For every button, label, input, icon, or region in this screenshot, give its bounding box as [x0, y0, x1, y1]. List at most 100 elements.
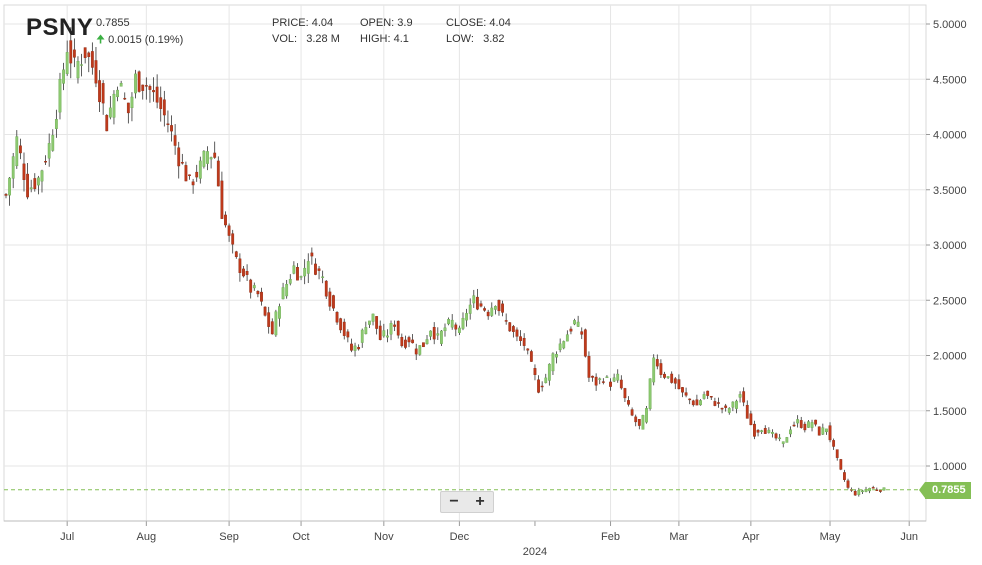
candle-down	[742, 391, 746, 403]
candle-up	[108, 107, 112, 118]
candle-up	[429, 330, 433, 337]
candle-up	[274, 311, 278, 336]
candle-down	[18, 145, 22, 154]
candle-up	[40, 170, 44, 182]
candle-up	[731, 401, 735, 408]
candle-down	[314, 263, 317, 275]
candle-down	[224, 214, 227, 226]
candle-down	[519, 336, 522, 342]
y-tick-label: 3.0000	[933, 240, 967, 252]
candle-down	[515, 329, 519, 337]
candle-up	[771, 432, 774, 434]
candle-down	[817, 426, 821, 436]
candle-down	[691, 400, 695, 406]
candle-up	[443, 327, 447, 332]
candle-up	[76, 61, 80, 79]
candle-down	[414, 348, 418, 355]
candle-down	[587, 355, 591, 378]
candle-down	[137, 71, 141, 92]
candle-up	[821, 427, 825, 435]
candle-down	[684, 392, 688, 396]
candle-down	[745, 404, 749, 419]
candle-up	[472, 295, 476, 304]
candle-down	[422, 342, 425, 348]
candle-down	[256, 291, 260, 295]
candle-up	[285, 284, 289, 297]
candle-down	[475, 296, 479, 310]
candle-down	[188, 174, 191, 176]
candle-down	[486, 311, 490, 317]
candle-up	[699, 400, 702, 406]
candle-up	[457, 327, 461, 333]
candle-down	[637, 419, 641, 426]
candle-up	[547, 363, 551, 381]
candle-up	[206, 151, 209, 164]
candle-up	[29, 187, 33, 190]
zoom-in-button[interactable]: +	[475, 493, 485, 510]
candle-down	[497, 299, 501, 312]
ticker-symbol: PSNY	[26, 14, 94, 41]
candle-down	[673, 378, 677, 384]
x-tick-label: May	[820, 531, 841, 543]
candles	[4, 27, 886, 497]
candle-down	[357, 347, 361, 350]
y-axis: 1.0000 1.5000 2.0000 2.5000 3.0000 3.5000 4.00…	[926, 19, 967, 473]
candle-down	[166, 123, 170, 126]
candle-up	[119, 83, 123, 87]
candle-down	[479, 303, 483, 307]
candle-down	[213, 152, 217, 158]
x-tick-label: 2024	[523, 546, 547, 558]
candle-up	[36, 177, 40, 186]
candle-up	[252, 285, 256, 289]
candle-down	[378, 325, 382, 340]
candle-up	[641, 415, 645, 430]
candle-down	[655, 359, 659, 367]
candle-down	[270, 321, 274, 335]
candle-up	[882, 487, 886, 491]
candle-up	[65, 52, 69, 74]
x-tick-label: Jul	[60, 531, 74, 543]
candle-down	[335, 312, 339, 323]
candle-down	[792, 424, 796, 427]
candle-down	[814, 419, 818, 425]
candle-up	[116, 89, 119, 98]
candle-down	[763, 428, 767, 434]
price-change: 🠉 0.0015 (0.19%)	[96, 31, 183, 50]
candle-down	[144, 85, 148, 87]
open-stat-label: OPEN:	[360, 17, 395, 29]
candle-down	[404, 339, 407, 348]
candle-down	[533, 368, 537, 375]
zoom-out-button[interactable]: −	[449, 493, 459, 510]
candle-down	[591, 375, 594, 378]
candle-up	[738, 394, 742, 398]
candle-down	[4, 194, 8, 196]
candle-up	[292, 265, 296, 274]
candle-down	[227, 225, 231, 236]
y-tick-label: 2.0000	[933, 351, 967, 363]
candle-down	[350, 343, 353, 351]
candle-down	[83, 47, 87, 58]
candle-down	[713, 401, 717, 406]
vol-stat: VOL: 3.28 M	[272, 33, 340, 45]
current-price: 0.7855	[96, 17, 130, 29]
x-tick-label: Dec	[450, 531, 470, 543]
candle-down	[72, 49, 76, 58]
candle-down	[407, 337, 411, 343]
candle-up	[447, 319, 450, 325]
candle-up	[468, 304, 472, 314]
candle-down	[94, 60, 98, 84]
candle-down	[173, 135, 177, 146]
candle-up	[616, 373, 620, 381]
candle-up	[303, 267, 307, 277]
candle-up	[612, 377, 616, 382]
candle-up	[62, 69, 65, 84]
candle-up	[54, 119, 58, 129]
candle-down	[105, 115, 109, 132]
x-tick-label: Jun	[900, 531, 918, 543]
candle-down	[87, 52, 91, 57]
candle-up	[605, 376, 609, 379]
candle-up	[796, 419, 800, 424]
candle-up	[198, 160, 202, 179]
candle-down	[324, 280, 328, 297]
